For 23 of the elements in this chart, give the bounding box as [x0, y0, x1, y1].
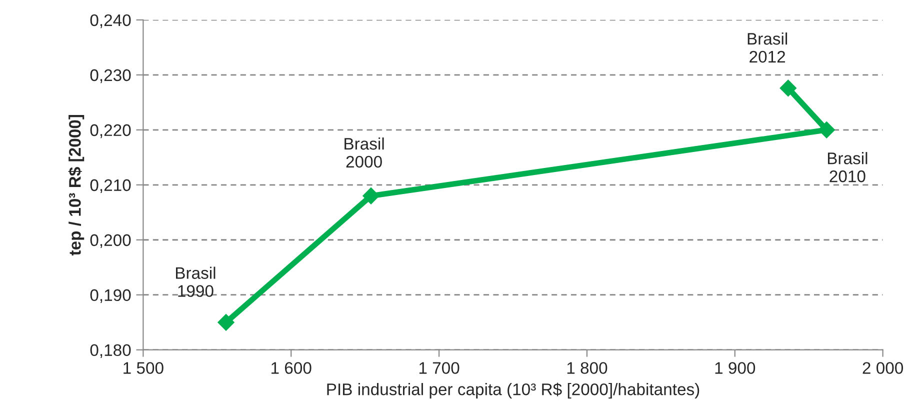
point [218, 314, 234, 331]
point [362, 188, 380, 204]
point [818, 122, 835, 138]
y-tick-label: 0,210 [90, 179, 131, 194]
y-tick-label: 0,230 [90, 69, 131, 84]
y-tick-label: 0,190 [90, 289, 131, 304]
annotation: Brasil 2012 [748, 32, 788, 63]
y-axis-title: tep / 10³ R$ [2000] [68, 114, 84, 256]
annotation: Brasil 2000 [344, 137, 384, 168]
y-tick-label: 0,220 [90, 124, 131, 138]
x-tick-label: 2 000 [862, 362, 904, 374]
x-tick-label: 1 500 [124, 362, 164, 374]
x-tick-label: 1 600 [272, 362, 312, 374]
y-tick-label: 0,200 [90, 234, 131, 248]
x-tick-label: 1 800 [567, 362, 608, 374]
x-tick-label: 1 700 [419, 362, 460, 374]
point [780, 80, 797, 96]
annotation: Brasil 1990 [176, 266, 216, 297]
x-axis-title: PIB industrial per capita (10³ R$ [2000]/habitantes) [327, 382, 700, 399]
y-tick-label: 0,180 [90, 344, 131, 358]
annotation: Brasil 2010 [828, 152, 868, 182]
y-tick-label: 0,240 [90, 14, 131, 28]
x-tick-label: 1 900 [715, 362, 756, 374]
